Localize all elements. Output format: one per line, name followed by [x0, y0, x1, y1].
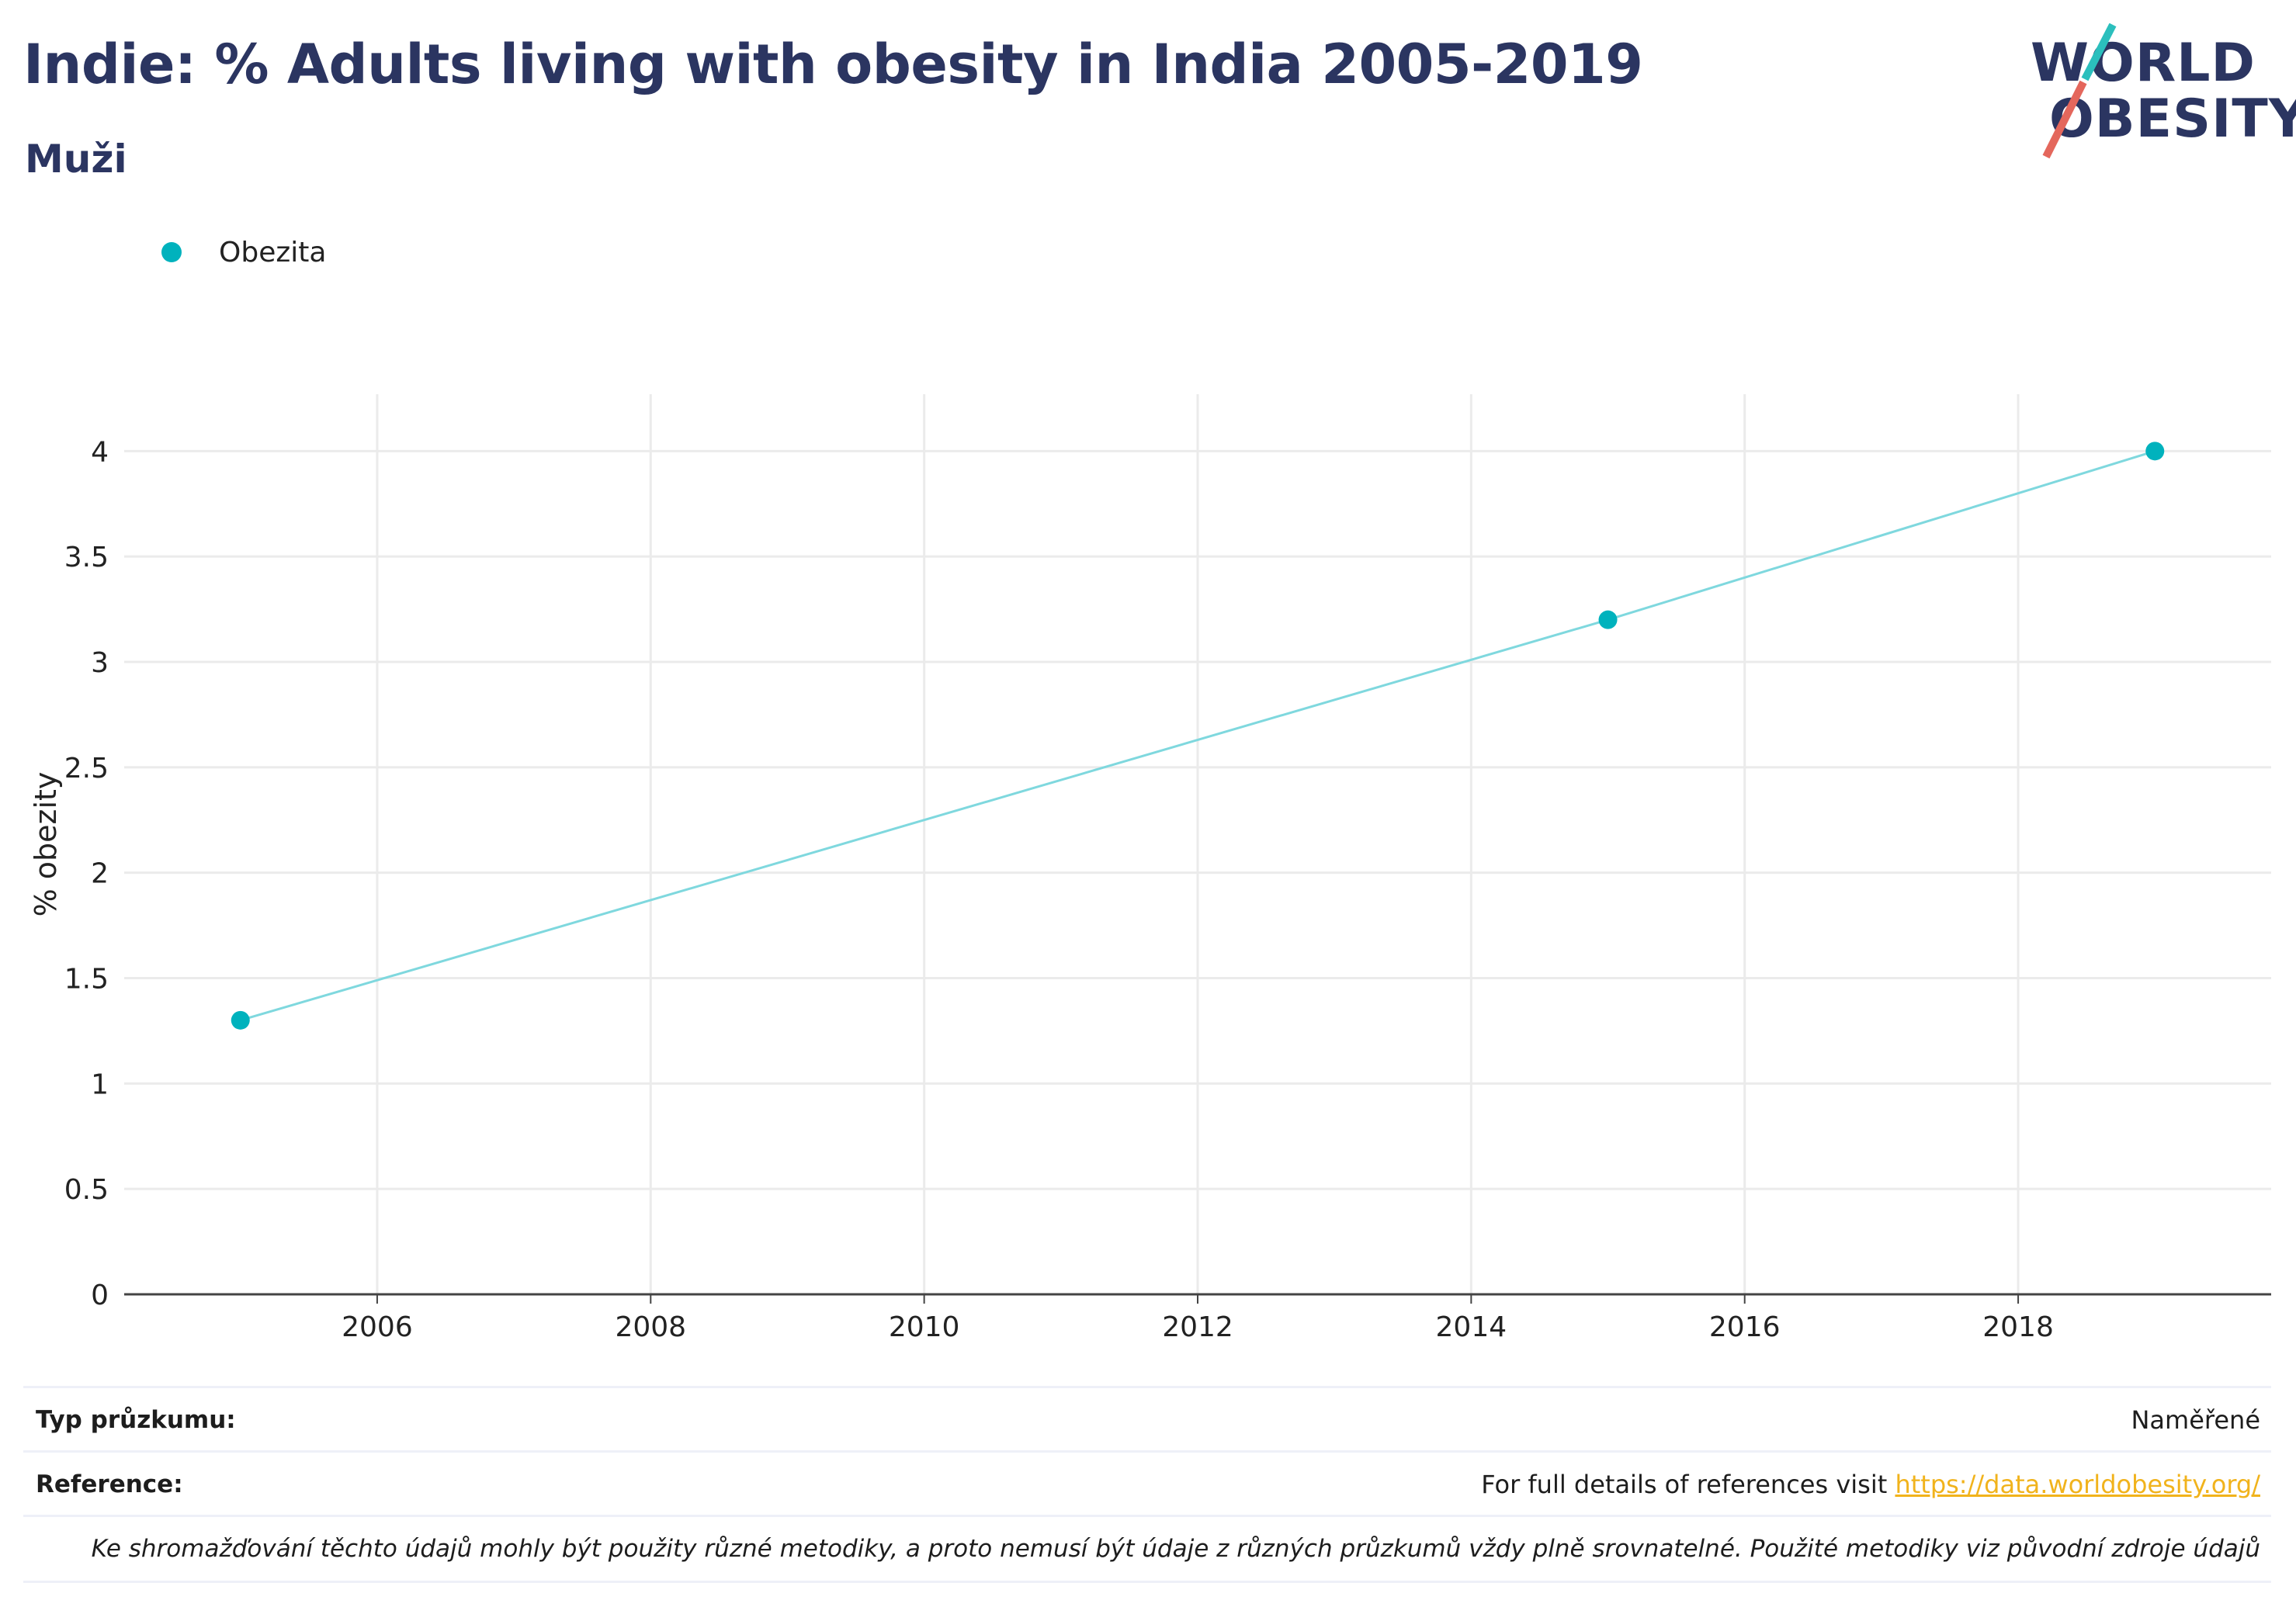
y-tick-label: 4 — [91, 436, 109, 468]
methodology-note: Ke shromažďování těchto údajů mohly být … — [23, 1515, 2271, 1583]
data-point-obezita — [231, 1010, 250, 1030]
chart-title: Indie: % Adults living with obesity in I… — [23, 33, 1643, 96]
y-tick-label: 0.5 — [64, 1174, 109, 1206]
chart-subtitle: Muži — [25, 137, 127, 182]
survey-type-value: Naměřené — [2131, 1405, 2260, 1435]
x-tick-label: 2008 — [615, 1311, 686, 1343]
y-tick-label: 1 — [91, 1069, 109, 1100]
series-layer — [231, 442, 2165, 1030]
x-tick-label: 2012 — [1162, 1311, 1233, 1343]
x-tick-label: 2018 — [1982, 1311, 2054, 1343]
legend-label-obezita: Obezita — [219, 236, 327, 268]
methodology-note-text: Ke shromažďování těchto údajů mohly být … — [91, 1535, 2260, 1563]
legend-marker-obezita — [161, 242, 182, 262]
logo-word-obesity: OBESITY — [2049, 88, 2296, 150]
y-tick-label: 1.5 — [64, 964, 109, 996]
reference-text: For full details of references visit — [1481, 1470, 1895, 1499]
x-tick-label: 2014 — [1436, 1311, 1507, 1343]
y-tick-label: 2 — [91, 858, 109, 890]
x-tick-label: 2016 — [1709, 1311, 1781, 1343]
survey-type-label: Typ průzkumu: — [36, 1406, 236, 1434]
grid-lines — [124, 394, 2271, 1294]
y-tick-label: 3.5 — [64, 542, 109, 573]
reference-row: Reference: For full details of reference… — [23, 1450, 2271, 1516]
legend: Obezita — [161, 233, 326, 272]
axes: 0 0.5 1 1.5 2 2.5 3 3.5 4 2006 2008 2010 2012 2014 201… — [64, 436, 2271, 1343]
y-tick-label: 0 — [91, 1280, 109, 1311]
reference-link[interactable]: https://data.worldobesity.org/ — [1895, 1470, 2260, 1499]
data-point-obezita — [1598, 610, 1618, 629]
reference-label: Reference: — [36, 1470, 183, 1498]
data-point-obezita — [2145, 442, 2165, 461]
logo-word-world: WORLD — [2031, 33, 2256, 94]
x-tick-label: 2010 — [889, 1311, 960, 1343]
y-axis-label: % obezity — [29, 772, 63, 917]
reference-value: For full details of references visit htt… — [1481, 1470, 2271, 1499]
logo-slash-icon — [2042, 23, 2117, 159]
survey-type-row: Typ průzkumu: Naměřené — [23, 1386, 2271, 1452]
x-tick-label: 2006 — [342, 1311, 413, 1343]
world-obesity-logo: WORLD OBESITY — [2026, 23, 2296, 163]
y-tick-label: 2.5 — [64, 753, 109, 785]
y-tick-label: 3 — [91, 647, 109, 679]
line-chart: 0 0.5 1 1.5 2 2.5 3 3.5 4 2006 2008 2010 2012 2014 201… — [29, 394, 2271, 1343]
